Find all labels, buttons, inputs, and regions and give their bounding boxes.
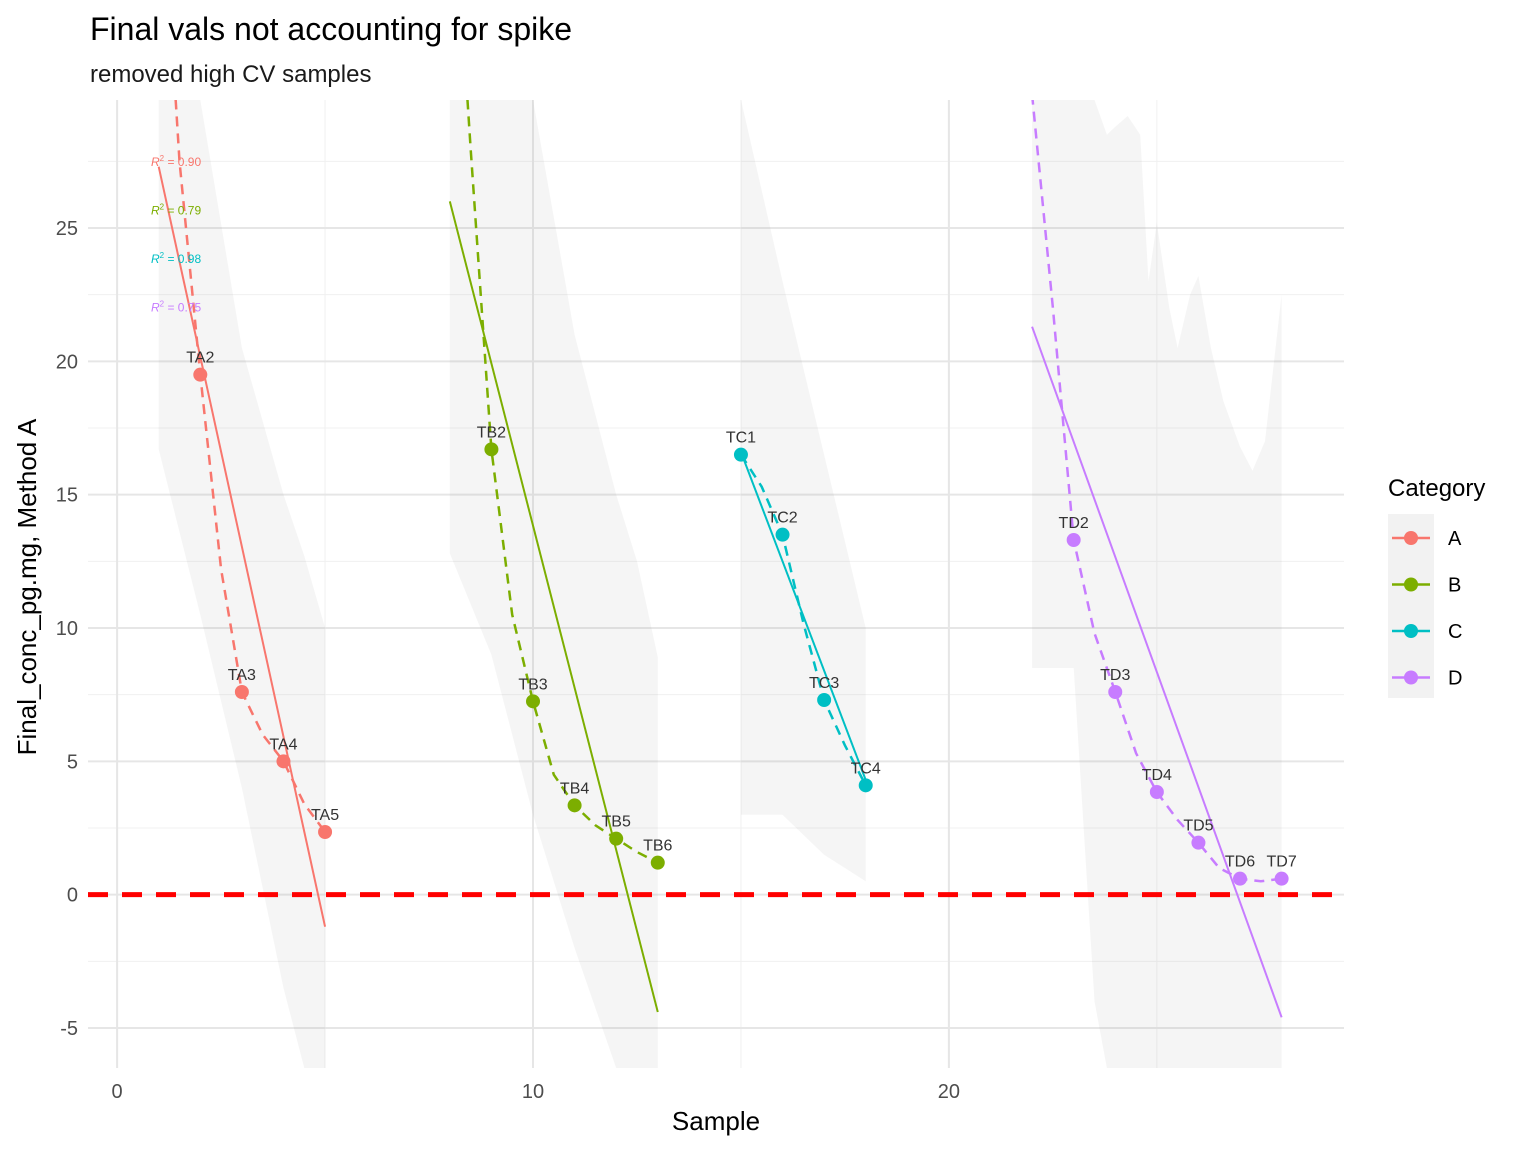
data-point-TD7 xyxy=(1274,871,1289,886)
confidence-band-A xyxy=(158,100,326,1068)
point-label-TB5: TB5 xyxy=(602,814,631,831)
data-point-TB6 xyxy=(650,855,665,870)
legend-label-C: C xyxy=(1448,621,1462,643)
r2-label-A: R2 = 0.90 xyxy=(151,154,201,169)
data-point-TD6 xyxy=(1233,871,1248,886)
data-point-TC1 xyxy=(733,447,748,462)
legend-label-A: A xyxy=(1448,528,1462,550)
point-label-TC3: TC3 xyxy=(809,675,839,692)
point-label-TB3: TB3 xyxy=(518,676,547,693)
point-label-TA4: TA4 xyxy=(269,736,297,753)
confidence-band-B xyxy=(449,100,658,1068)
data-point-TD2 xyxy=(1066,533,1081,547)
confidence-band-D xyxy=(1032,100,1282,1068)
point-label-TD2: TD2 xyxy=(1059,515,1089,532)
point-label-TD6: TD6 xyxy=(1225,854,1255,871)
fit-lines xyxy=(157,166,1283,1018)
data-point-TB5 xyxy=(609,831,624,846)
point-label-TD5: TD5 xyxy=(1183,818,1213,835)
legend-key-point-D xyxy=(1404,670,1418,685)
point-label-TA2: TA2 xyxy=(186,350,214,367)
chart-title: Final vals not accounting for spike xyxy=(90,11,572,47)
point-label-TB6: TB6 xyxy=(643,838,672,855)
y-axis-ticks: -5 0 5 10 15 20 25 xyxy=(56,218,78,1040)
confidence-bands xyxy=(158,100,1282,1068)
y-tick-label: 0 xyxy=(67,885,78,907)
point-label-TC2: TC2 xyxy=(767,510,797,527)
x-axis-ticks: 0 10 20 xyxy=(112,1081,960,1103)
point-labels: TA2 TA3 TA4 TA5 TB2 TB3 TB4 TB5 TB6 TC1 TC2 TC3 TC4 T… xyxy=(186,350,1297,871)
confidence-band-C xyxy=(741,100,866,882)
data-point-TA2 xyxy=(193,367,208,382)
legend-label-B: B xyxy=(1448,575,1461,597)
y-tick-label: 20 xyxy=(56,351,78,373)
r2-labels: R2 = 0.90 R2 = 0.79 R2 = 0.98 R2 = 0.75 xyxy=(151,154,201,315)
data-point-TD3 xyxy=(1108,685,1123,699)
fit-line-B xyxy=(448,201,659,1013)
point-label-TD4: TD4 xyxy=(1142,767,1172,784)
r2-label-B: R2 = 0.79 xyxy=(151,203,201,218)
smooth-line-B xyxy=(466,100,659,864)
legend-key-point-B xyxy=(1404,577,1418,592)
legend-key-point-A xyxy=(1404,531,1418,545)
legend: Category A B C D xyxy=(1388,475,1485,698)
y-tick-label: 15 xyxy=(56,485,78,507)
y-tick-label: 25 xyxy=(56,218,78,240)
data-point-TD4 xyxy=(1149,785,1164,799)
point-label-TB4: TB4 xyxy=(560,780,589,797)
data-points xyxy=(193,367,1289,886)
grid xyxy=(88,100,1344,1068)
point-label-TD3: TD3 xyxy=(1100,667,1130,684)
data-point-TB3 xyxy=(526,694,541,709)
point-label-TB2: TB2 xyxy=(477,424,506,441)
x-tick-label: 10 xyxy=(522,1081,544,1103)
point-label-TD7: TD7 xyxy=(1266,854,1296,871)
x-tick-label: 20 xyxy=(938,1081,960,1103)
y-tick-label: 10 xyxy=(56,618,78,640)
point-label-TC1: TC1 xyxy=(726,430,756,447)
data-point-TB2 xyxy=(484,442,499,457)
y-tick-label: 5 xyxy=(67,751,78,773)
x-axis-title: Sample xyxy=(672,1106,760,1136)
smooth-line-C xyxy=(739,454,867,786)
data-point-TB4 xyxy=(567,798,582,813)
fit-line-C xyxy=(740,451,867,781)
data-point-TA4 xyxy=(276,754,291,769)
chart-subtitle: removed high CV samples xyxy=(90,61,371,88)
x-tick-label: 0 xyxy=(112,1081,123,1103)
r2-label-D: R2 = 0.75 xyxy=(151,300,201,315)
legend-label-D: D xyxy=(1448,668,1462,690)
fit-line-D xyxy=(1031,326,1283,1018)
data-point-TC4 xyxy=(858,778,873,793)
point-label-TA5: TA5 xyxy=(311,807,339,824)
point-label-TC4: TC4 xyxy=(851,760,881,777)
data-point-TA3 xyxy=(234,685,249,699)
data-point-TC3 xyxy=(817,693,832,707)
y-tick-label: -5 xyxy=(60,1018,78,1040)
data-point-TD5 xyxy=(1191,835,1206,850)
fit-line-A xyxy=(157,166,327,927)
data-point-TC2 xyxy=(775,527,790,542)
legend-key-point-C xyxy=(1404,624,1418,638)
legend-title: Category xyxy=(1388,475,1485,502)
r2-label-C: R2 = 0.98 xyxy=(151,251,201,266)
data-point-TA5 xyxy=(318,825,333,839)
point-label-TA3: TA3 xyxy=(228,667,256,684)
y-axis-title: Final_conc_pg.mg, Method A xyxy=(12,418,42,755)
